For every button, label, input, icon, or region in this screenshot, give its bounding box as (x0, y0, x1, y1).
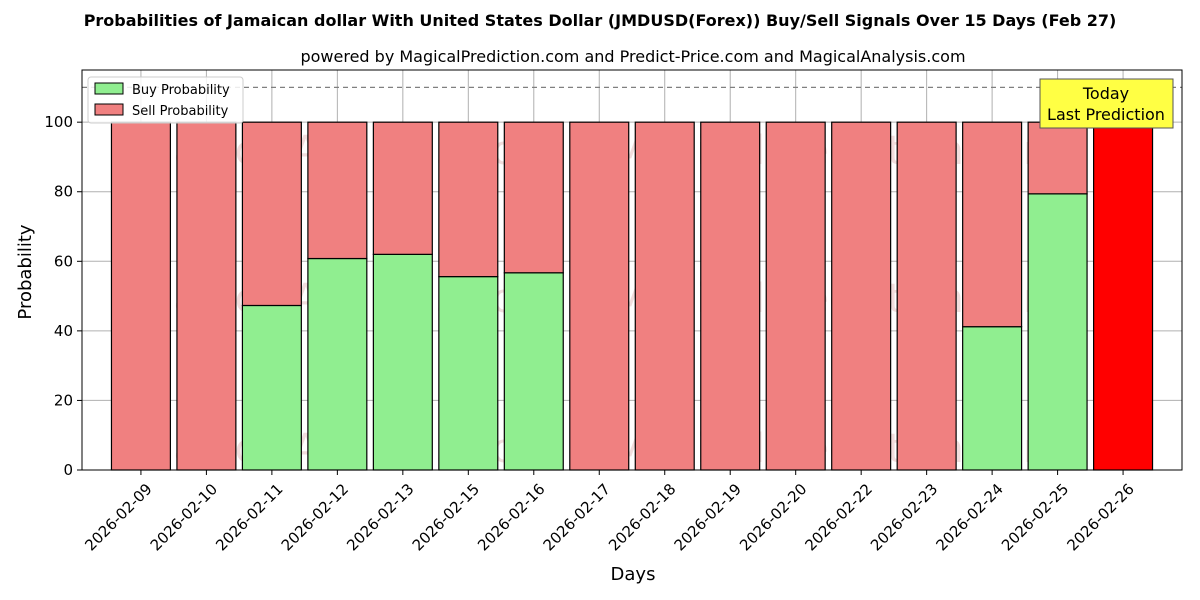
x-tick-label: 2026-02-19 (671, 480, 745, 554)
bar-sell-2026-02-23 (896, 121, 957, 471)
x-tick-label: 2026-02-17 (540, 480, 614, 554)
bar-sell-2026-02-16 (503, 121, 564, 274)
legend-label-buy: Buy Probability (132, 83, 230, 98)
x-tick-label: 2026-02-16 (474, 480, 548, 554)
chart-subtitle: powered by MagicalPrediction.com and Pre… (300, 47, 965, 66)
x-axis-label: Days (611, 564, 656, 585)
legend-swatch-sell (94, 103, 124, 116)
today-annotation-line-1: Today (1082, 84, 1129, 103)
legend-box (87, 76, 244, 124)
bar-sell-2026-02-18 (634, 121, 695, 471)
x-tick-label: 2026-02-22 (802, 480, 876, 554)
bar-buy-2026-02-25 (1027, 193, 1088, 471)
x-tick-label: 2026-02-09 (81, 480, 155, 554)
legend: Buy Probability Sell Probability (87, 76, 244, 124)
x-tick-label: 2026-02-13 (343, 480, 417, 554)
bar-buy-2026-02-12 (307, 257, 368, 471)
legend-label-sell: Sell Probability (132, 104, 229, 119)
x-tick-label: 2026-02-25 (998, 480, 1072, 554)
bar-sell-2026-02-11 (241, 121, 302, 307)
y-axis-label: Probability (15, 224, 36, 319)
bar-buy-2026-02-13 (372, 253, 433, 471)
bar-buy-2026-02-11 (241, 304, 302, 471)
bar-buy-2026-02-15 (438, 276, 499, 471)
x-tick-label: 2026-02-24 (932, 480, 1006, 554)
bar-sell-2026-02-19 (700, 121, 761, 471)
x-tick-label: 2026-02-12 (278, 480, 352, 554)
legend-swatch-buy (94, 82, 124, 95)
y-tick-label: 80 (54, 183, 73, 201)
y-tick-label: 40 (54, 322, 73, 340)
chart-title: Probabilities of Jamaican dollar With Un… (84, 11, 1117, 30)
bars (110, 121, 1154, 471)
axes (77, 69, 1183, 475)
bar-sell-2026-02-17 (569, 121, 630, 471)
bar-sell-2026-02-26 (1093, 121, 1154, 471)
today-annotation-box (1039, 78, 1174, 129)
x-tick-label: 2026-02-20 (736, 480, 810, 554)
y-tick-label: 60 (54, 252, 73, 270)
bar-sell-2026-02-22 (831, 121, 892, 471)
bar-sell-2026-02-24 (962, 121, 1023, 328)
bar-sell-2026-02-10 (176, 121, 237, 471)
y-tick-label: 20 (54, 391, 73, 409)
today-annotation: Today Last Prediction (1039, 78, 1174, 129)
y-tick-label: 100 (44, 113, 73, 131)
plot-area: MagicalAnalysis.comMagicalPrediction.com… (44, 69, 1183, 554)
x-tick-label: 2026-02-18 (605, 480, 679, 554)
y-tick-labels: 0 20 40 60 80 100 (44, 113, 73, 479)
bar-sell-2026-02-13 (372, 121, 433, 255)
bar-sell-2026-02-09 (110, 121, 171, 471)
bar-sell-2026-02-20 (765, 121, 826, 471)
x-tick-label: 2026-02-11 (212, 480, 286, 554)
bar-sell-2026-02-12 (307, 121, 368, 260)
x-tick-labels: 2026-02-092026-02-102026-02-112026-02-12… (81, 480, 1138, 554)
x-tick-label: 2026-02-15 (409, 480, 483, 554)
bar-buy-2026-02-16 (503, 272, 564, 471)
bar-sell-2026-02-25 (1027, 121, 1088, 195)
x-tick-label: 2026-02-23 (867, 480, 941, 554)
plot-frame (81, 69, 1183, 471)
bar-sell-2026-02-15 (438, 121, 499, 278)
bar-buy-2026-02-24 (962, 326, 1023, 471)
x-tick-label: 2026-02-26 (1063, 480, 1137, 554)
today-annotation-line-2: Last Prediction (1047, 105, 1165, 124)
x-tick-label: 2026-02-10 (147, 480, 221, 554)
y-tick-label: 0 (63, 461, 73, 479)
